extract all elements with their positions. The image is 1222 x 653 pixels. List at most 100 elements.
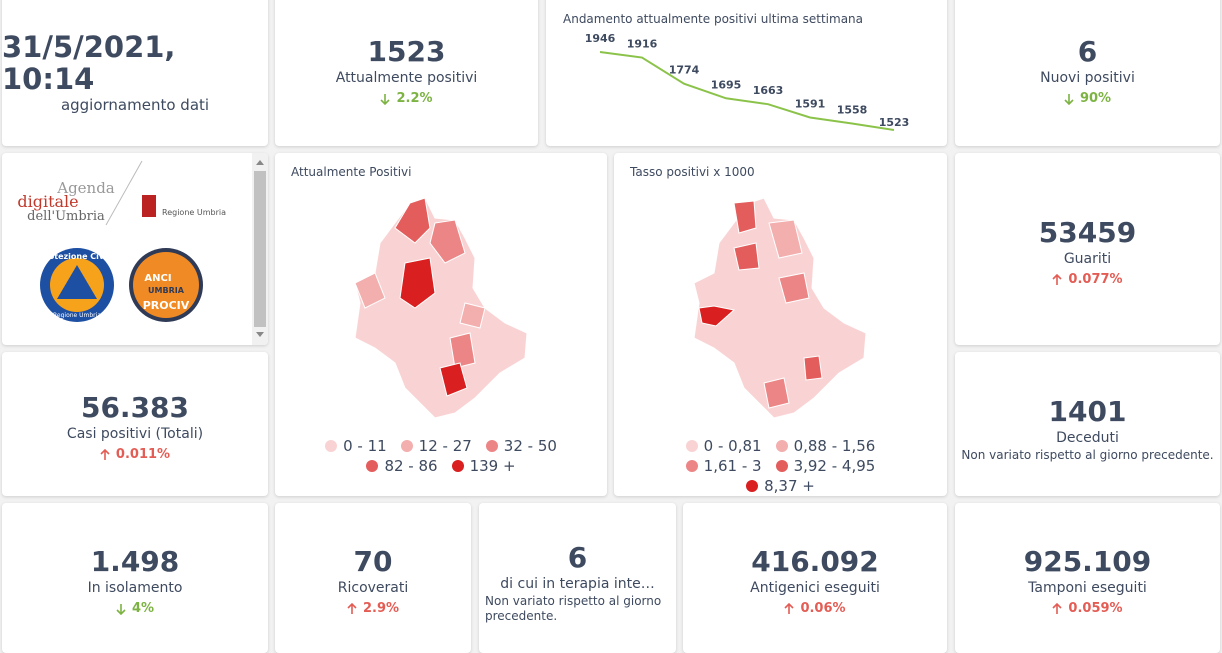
legend-label: 82 - 86 xyxy=(384,457,438,475)
region xyxy=(733,242,760,271)
trend-arrow-path xyxy=(116,604,126,615)
kpi-card: 925.109 Tamponi eseguiti 0.059% xyxy=(955,503,1220,653)
region xyxy=(429,219,466,264)
data-label: 1946 xyxy=(585,32,616,45)
kpi-change-value: 90% xyxy=(1079,91,1112,106)
map-card: Tasso positivi x 1000 0 - 0,81 0,88 - 1,5… xyxy=(614,153,947,496)
trend-arrow-path xyxy=(347,603,357,614)
region xyxy=(803,355,823,381)
map xyxy=(693,197,867,419)
kpi-value: 6 xyxy=(1077,35,1098,68)
trend-arrow-path xyxy=(1052,603,1062,614)
kpi-change-value: 0.011% xyxy=(115,447,171,462)
legend-swatch xyxy=(485,440,498,452)
legend-item: 12 - 27 xyxy=(400,437,472,455)
legend-item: 0 - 0,81 xyxy=(685,437,762,455)
update-value: 31/5/2021, 10:14 xyxy=(2,30,176,96)
legend-item: 0,88 - 1,56 xyxy=(775,437,876,455)
legend-swatch xyxy=(685,440,698,452)
trend-card: Andamento attualmente positivi ultima se… xyxy=(546,0,947,146)
kpi-change: 0.06% xyxy=(784,598,846,620)
legend-label: 32 - 50 xyxy=(503,437,557,455)
legend-swatch xyxy=(685,460,698,472)
data-label: 1558 xyxy=(837,104,868,117)
kpi-label: Deceduti xyxy=(1056,429,1119,446)
region xyxy=(733,200,757,234)
logo-text: Agenda xyxy=(56,179,115,197)
kpi-change-value: 2.9% xyxy=(362,601,400,616)
trend-arrow-path xyxy=(380,94,391,105)
region xyxy=(778,272,810,304)
chart-title: Andamento attualmente positivi ultima se… xyxy=(563,12,863,26)
scroll-thumb[interactable] xyxy=(254,171,266,327)
scroll-down[interactable] xyxy=(256,332,264,337)
logo-text: dell'Umbria xyxy=(27,209,105,224)
kpi-change-value: 0.077% xyxy=(1068,272,1123,287)
kpi-value: 56.383 xyxy=(80,391,190,424)
kpi-change: 4% xyxy=(116,598,154,620)
region xyxy=(354,272,386,309)
kpi-card: 416.092 Antigenici eseguiti 0.06% xyxy=(683,503,947,653)
trend-arrow xyxy=(1064,94,1074,105)
kpi-change: 2.2% xyxy=(380,88,433,110)
kpi-note: Non variato rispetto al giorno precedent… xyxy=(961,447,1214,462)
legend-item: 3,92 - 4,95 xyxy=(775,457,875,475)
legend-label: 12 - 27 xyxy=(418,437,472,455)
legend-label: 0 - 11 xyxy=(343,437,387,455)
data-label: 1916 xyxy=(627,38,658,51)
region xyxy=(768,219,803,259)
data-label: 1591 xyxy=(795,97,826,110)
kpi-value: 1523 xyxy=(367,35,446,68)
legend-item: 8,37 + xyxy=(746,477,815,495)
legend-swatch xyxy=(366,460,379,472)
region xyxy=(763,377,790,409)
legend-label: 0,88 - 1,56 xyxy=(793,437,876,455)
kpi-value: 925.109 xyxy=(1023,545,1152,578)
kpi-change-value: 0.059% xyxy=(1068,601,1123,616)
region xyxy=(459,302,486,329)
legend-item: 82 - 86 xyxy=(366,457,438,475)
kpi-value: 1401 xyxy=(1048,394,1127,428)
data-label: 1523 xyxy=(879,116,910,129)
map-title: Tasso positivi x 1000 xyxy=(630,165,755,179)
logo-text: UMBRIA xyxy=(148,286,185,295)
kpi-value: 53459 xyxy=(1038,216,1137,249)
kpi-value: 70 xyxy=(353,545,393,578)
trend-arrow-path xyxy=(784,603,795,614)
legend-item: 0 - 11 xyxy=(325,437,387,455)
legend-item: 32 - 50 xyxy=(485,437,557,455)
kpi-change: 0.059% xyxy=(1052,598,1123,620)
kpi-card: 6 di cui in terapia inte… Non variato risp… xyxy=(479,503,676,653)
region xyxy=(394,197,431,244)
data-label: 1774 xyxy=(669,64,700,77)
map xyxy=(354,197,528,419)
legend-label: 8,37 + xyxy=(764,477,815,495)
kpi-label: Casi positivi (Totali) xyxy=(66,426,204,442)
trend-arrow xyxy=(784,603,795,614)
logo-icon xyxy=(133,252,199,318)
region xyxy=(399,257,436,309)
update-label: aggiornamento dati xyxy=(60,96,210,114)
trend-arrow-path xyxy=(1064,94,1074,105)
legend-swatch xyxy=(325,440,338,452)
legend-swatch xyxy=(451,460,464,472)
logos-card: Agenda digitale dell'Umbria Regione Umbr… xyxy=(2,153,268,345)
line xyxy=(599,51,895,131)
legend-swatch xyxy=(400,440,413,452)
logo-icon xyxy=(142,195,156,217)
scroll-up[interactable] xyxy=(256,160,264,165)
legend-item: 139 + xyxy=(451,457,516,475)
data-label: 1695 xyxy=(711,78,742,91)
kpi-label: Attualmente positivi xyxy=(335,70,478,86)
data-label: 1663 xyxy=(753,84,784,97)
kpi-change-value: 4% xyxy=(131,601,155,616)
region xyxy=(698,305,736,327)
logo-icon xyxy=(57,265,97,299)
kpi-label: In isolamento xyxy=(87,580,183,596)
kpi-label: Guariti xyxy=(1063,251,1112,267)
kpi-note: Non variato rispetto al giorno precedent… xyxy=(485,594,662,623)
kpi-value: 1.498 xyxy=(90,545,180,578)
region xyxy=(449,332,476,369)
sparkline: Andamento attualmente positivi ultima se… xyxy=(563,12,910,131)
